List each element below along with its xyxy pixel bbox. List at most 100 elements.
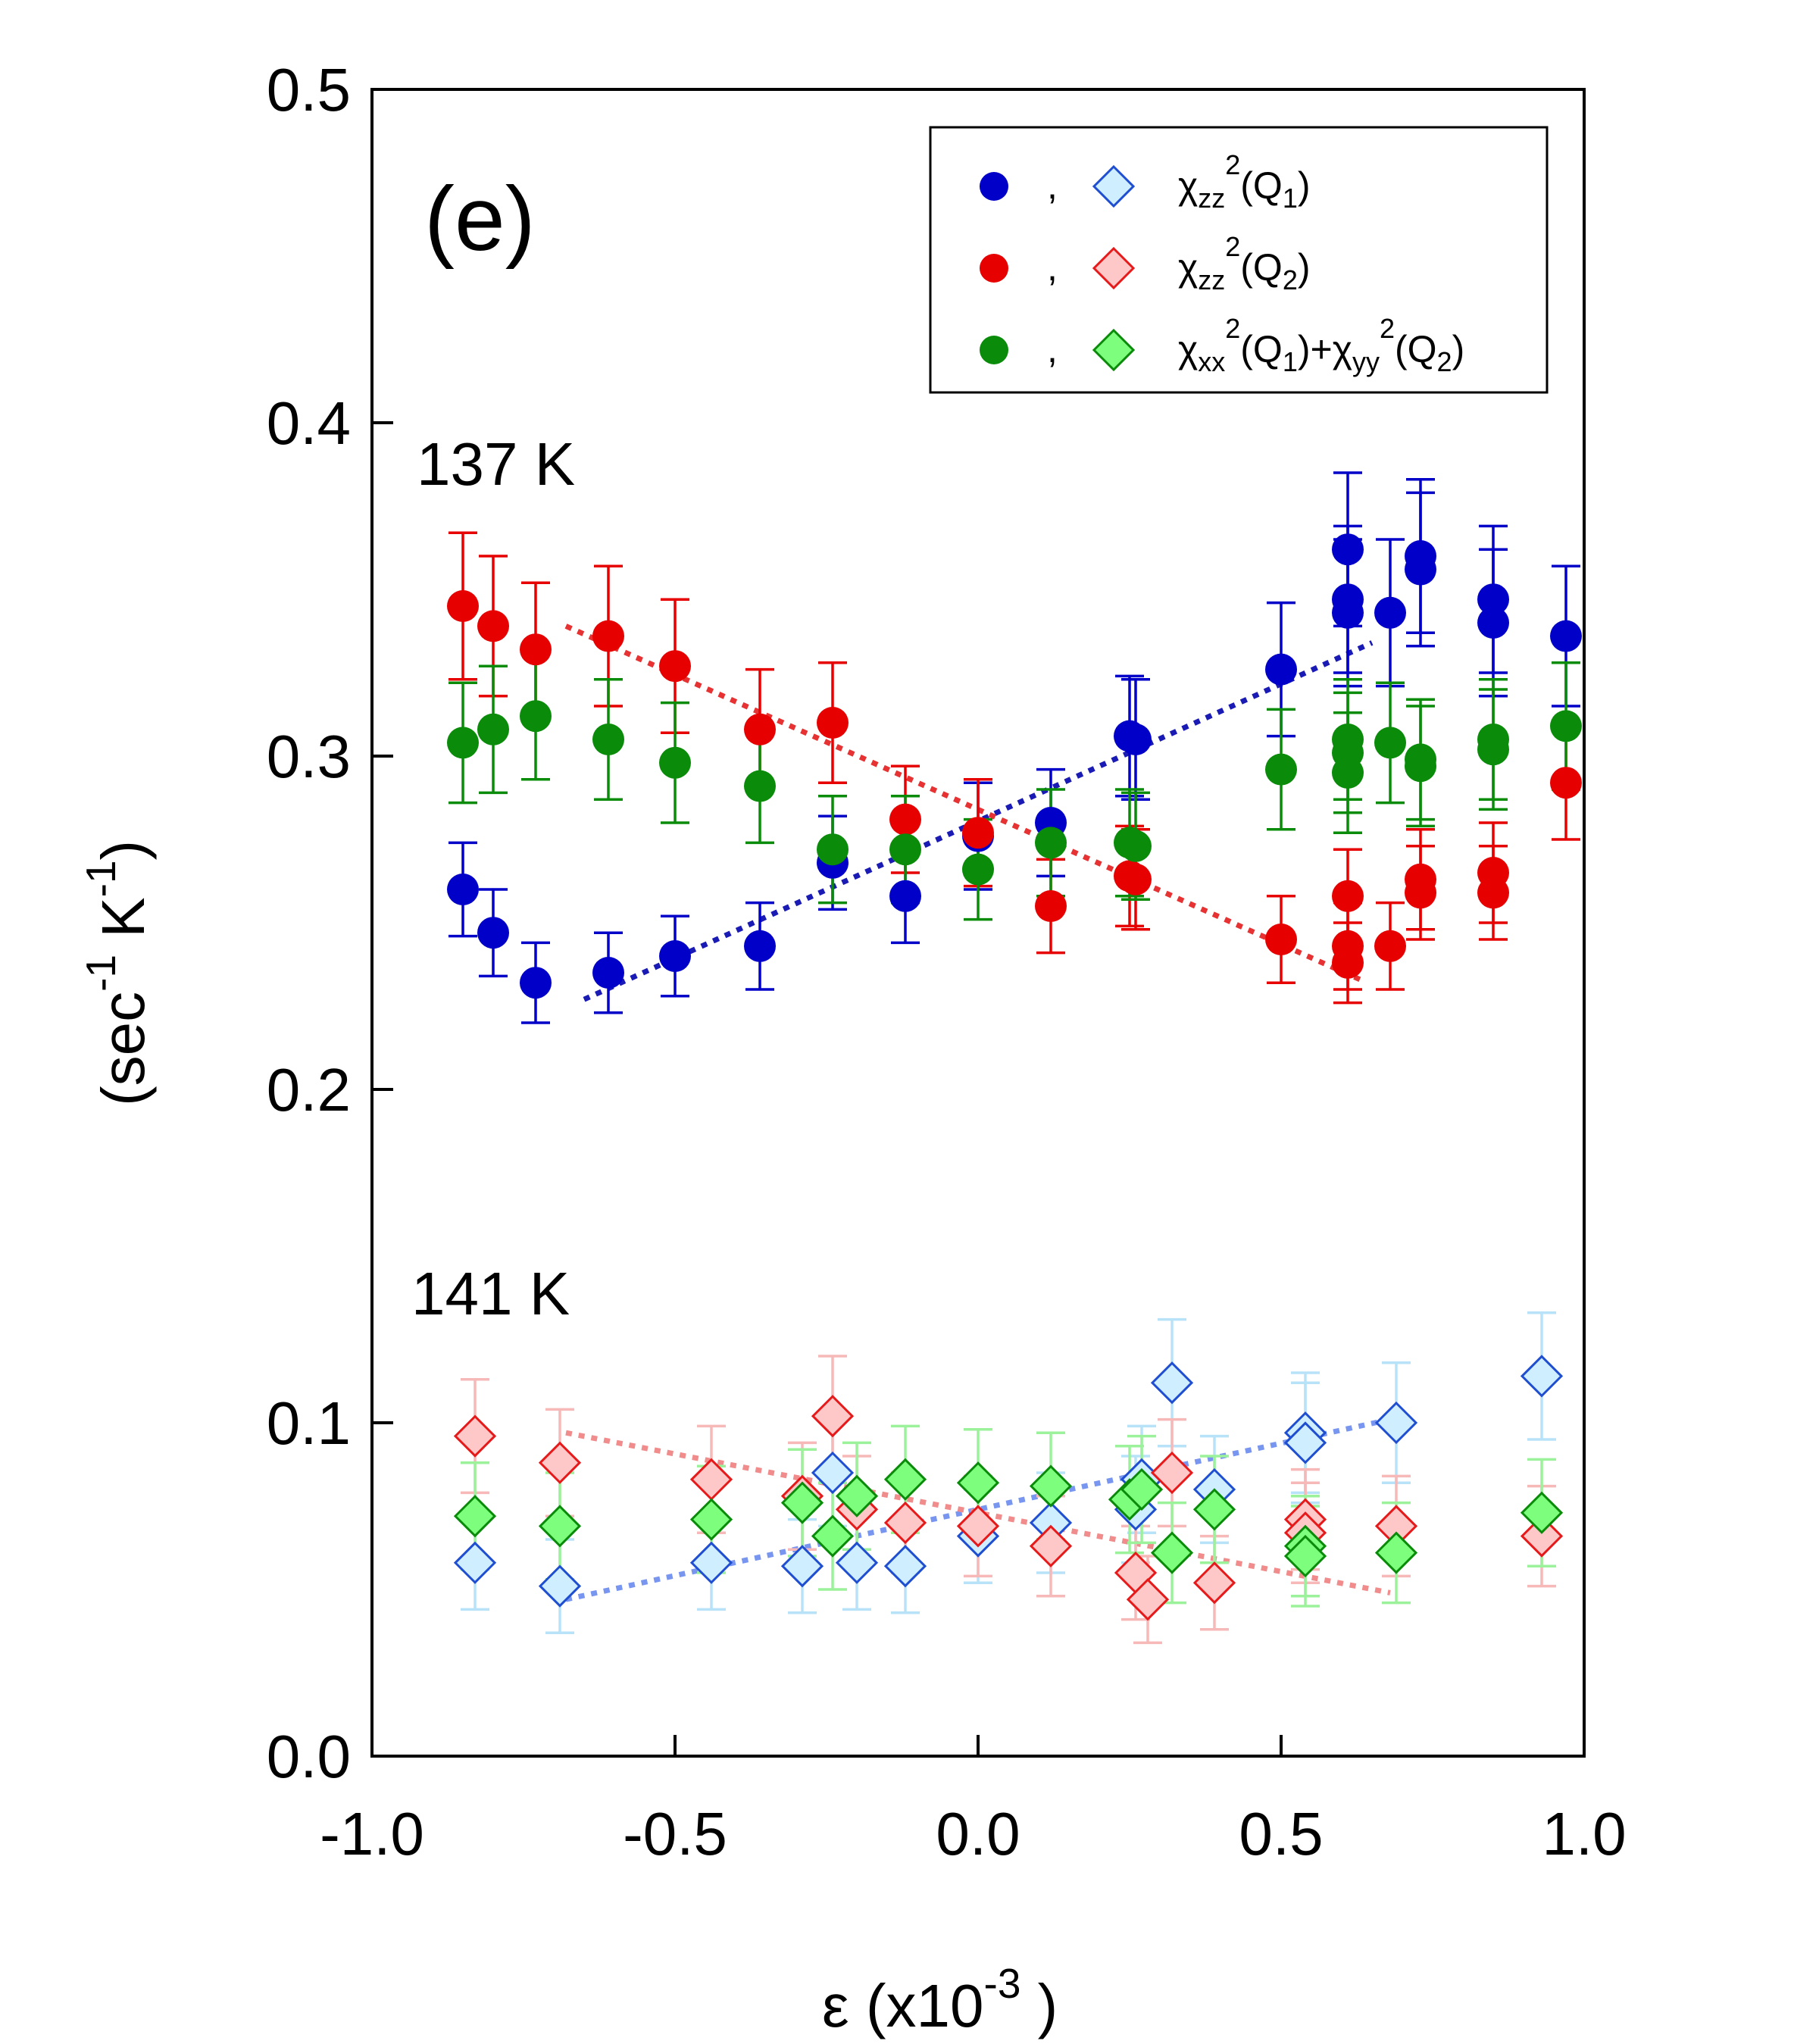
- data-point: [520, 700, 552, 733]
- annotation-137k: 137 K: [417, 430, 575, 498]
- data-point: [447, 727, 479, 759]
- data-point: [1374, 930, 1406, 962]
- data-point: [744, 930, 776, 962]
- data-point: [883, 1501, 927, 1545]
- data-point: [817, 707, 849, 739]
- data-point: [962, 817, 994, 849]
- data-point: [1332, 596, 1364, 629]
- data-point: [477, 610, 509, 642]
- data-point: [447, 874, 479, 905]
- data-point: [592, 724, 624, 755]
- data-point: [1265, 924, 1297, 955]
- data-point: [1550, 767, 1582, 799]
- data-point: [811, 1451, 855, 1495]
- data-point: [817, 833, 849, 866]
- data-point: [889, 803, 921, 836]
- data-point: [477, 917, 509, 949]
- data-point: [835, 1474, 879, 1517]
- data-point: [1405, 750, 1436, 783]
- data-point: [453, 1414, 497, 1458]
- data-point: [811, 1514, 855, 1558]
- data-point: [520, 967, 552, 999]
- legend-circle-blue: [980, 172, 1008, 201]
- data-point: [1150, 1531, 1194, 1574]
- legend-circle-red: [980, 254, 1008, 283]
- data-point: [1520, 1491, 1564, 1534]
- x-tick-label: 0.5: [1239, 1800, 1323, 1867]
- data-point: [689, 1498, 733, 1541]
- data-point: [1332, 880, 1364, 912]
- fit-line: [564, 624, 1361, 982]
- data-point: [659, 650, 691, 683]
- data-point: [1405, 553, 1436, 586]
- data-point: [889, 833, 921, 866]
- annotation-141k: 141 K: [411, 1260, 570, 1327]
- data-point: [1120, 1467, 1164, 1511]
- data-point: [1192, 1488, 1236, 1531]
- data-point: [962, 853, 994, 886]
- data-point: [1283, 1421, 1327, 1464]
- data-point: [453, 1541, 497, 1584]
- data-point: [1332, 946, 1364, 979]
- data-point: [592, 957, 624, 989]
- data-point: [538, 1505, 582, 1548]
- data-point: [1520, 1514, 1564, 1558]
- legend-diamond-red: [1092, 246, 1136, 290]
- data-point: [1029, 1524, 1073, 1567]
- fit-line: [583, 640, 1374, 1002]
- data-point: [811, 1395, 855, 1438]
- data-point: [659, 746, 691, 779]
- data-point: [1477, 877, 1509, 909]
- data-point: [1374, 1531, 1418, 1574]
- data-point: [1550, 710, 1582, 742]
- legend-label-xx-yy: χxx2(Q1)+χyy2(Q2): [1178, 313, 1464, 377]
- data-point: [780, 1481, 824, 1524]
- data-point: [1126, 1578, 1170, 1621]
- data-point: [1120, 830, 1152, 862]
- data-point: [744, 770, 776, 802]
- data-point: [883, 1545, 927, 1588]
- data-point: [956, 1461, 1000, 1505]
- data-point: [883, 1458, 927, 1501]
- axis-ticks: [372, 421, 1283, 1756]
- data-point: [447, 590, 479, 622]
- y-tick-label: 0.2: [267, 1056, 351, 1124]
- data-point: [689, 1541, 733, 1584]
- data-point: [1265, 653, 1297, 686]
- fit-lines: [564, 624, 1391, 1602]
- data-point: [1477, 583, 1509, 616]
- data-point: [520, 633, 552, 666]
- y-tick-label: 0.4: [267, 389, 351, 457]
- data-point: [1150, 1361, 1194, 1405]
- legend: , χzz2(Q1) , χzz2(Q2) , χxx2(Q1)+χyy2(Q2…: [929, 126, 1549, 394]
- data-point: [1120, 724, 1152, 755]
- data-point: [1332, 757, 1364, 789]
- data-point: [538, 1441, 582, 1484]
- data-point: [889, 880, 921, 912]
- data-point: [1120, 863, 1152, 895]
- x-tick-label: -1.0: [320, 1800, 424, 1867]
- fit-line: [565, 1430, 1391, 1596]
- data-point: [453, 1495, 497, 1538]
- legend-separator: ,: [1047, 246, 1058, 289]
- data-point: [1029, 1464, 1073, 1508]
- panel-label: (e): [424, 168, 536, 270]
- data-point: [1283, 1534, 1327, 1578]
- y-tick-label: 0.1: [267, 1389, 351, 1457]
- x-axis-label: ε (x10-3 ): [822, 1960, 1058, 2039]
- data-point: [1150, 1451, 1194, 1495]
- y-tick-label: 0.3: [267, 723, 351, 790]
- data-point: [1477, 733, 1509, 766]
- data-point: [538, 1564, 582, 1608]
- legend-box: [929, 126, 1549, 394]
- data-point: [1374, 1401, 1418, 1445]
- legend-separator: ,: [1047, 328, 1058, 370]
- legend-label-zz-q1: χzz2(Q1): [1178, 149, 1311, 214]
- data-point: [1477, 607, 1509, 639]
- data-point: [1405, 877, 1436, 909]
- data-markers: [447, 533, 1582, 1621]
- legend-separator: ,: [1047, 164, 1058, 207]
- data-point: [1035, 827, 1067, 859]
- data-point: [835, 1541, 879, 1584]
